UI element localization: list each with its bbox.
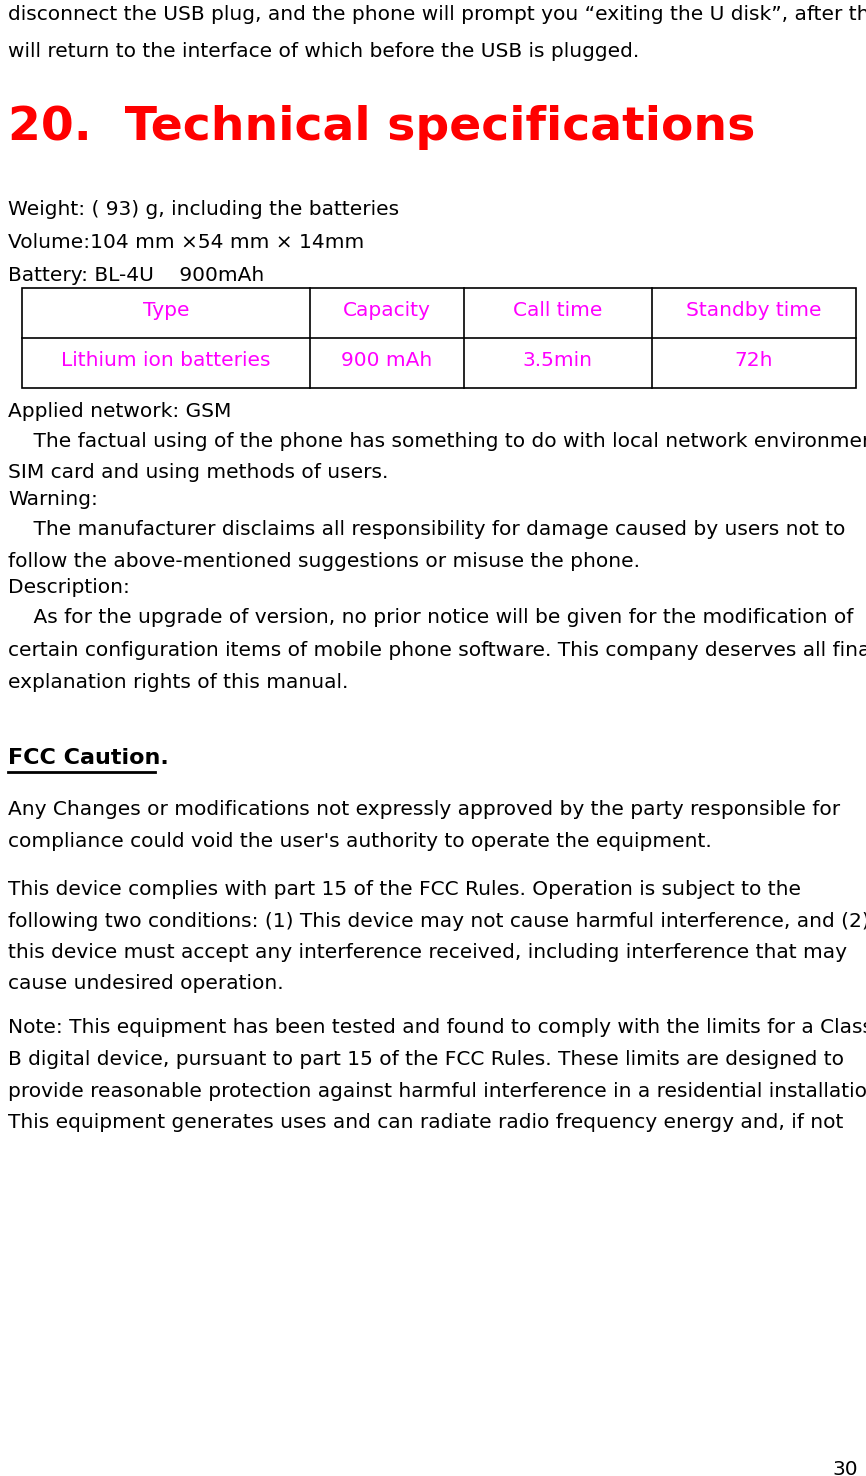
Text: The manufacturer disclaims all responsibility for damage caused by users not to: The manufacturer disclaims all responsib…: [8, 520, 845, 539]
Text: Warning:: Warning:: [8, 490, 98, 509]
Text: 900 mAh: 900 mAh: [341, 351, 432, 370]
Text: compliance could void the user's authority to operate the equipment.: compliance could void the user's authori…: [8, 832, 712, 852]
Text: Note: This equipment has been tested and found to comply with the limits for a C: Note: This equipment has been tested and…: [8, 1018, 866, 1038]
Text: Description:: Description:: [8, 579, 130, 596]
Bar: [22, 288, 856, 388]
Text: Volume:104 mm ×54 mm × 14mm: Volume:104 mm ×54 mm × 14mm: [8, 233, 365, 252]
Text: follow the above-mentioned suggestions or misuse the phone.: follow the above-mentioned suggestions o…: [8, 552, 640, 571]
Text: Applied network: GSM: Applied network: GSM: [8, 401, 231, 421]
Text: explanation rights of this manual.: explanation rights of this manual.: [8, 673, 348, 692]
Text: Weight: ( 93) g, including the batteries: Weight: ( 93) g, including the batteries: [8, 201, 399, 218]
Text: provide reasonable protection against harmful interference in a residential inst: provide reasonable protection against ha…: [8, 1082, 866, 1101]
Text: Call time: Call time: [514, 301, 603, 320]
Text: Type: Type: [143, 301, 189, 320]
Text: 20.  Technical specifications: 20. Technical specifications: [8, 105, 755, 151]
Text: disconnect the USB plug, and the phone will prompt you “exiting the U disk”, aft: disconnect the USB plug, and the phone w…: [8, 4, 866, 24]
Text: The factual using of the phone has something to do with local network environmen: The factual using of the phone has somet…: [8, 432, 866, 452]
Text: This device complies with part 15 of the FCC Rules. Operation is subject to the: This device complies with part 15 of the…: [8, 880, 801, 899]
Text: this device must accept any interference received, including interference that m: this device must accept any interference…: [8, 943, 847, 962]
Text: cause undesired operation.: cause undesired operation.: [8, 974, 284, 993]
Text: As for the upgrade of version, no prior notice will be given for the modificatio: As for the upgrade of version, no prior …: [8, 608, 853, 627]
Text: Standby time: Standby time: [686, 301, 822, 320]
Text: Any Changes or modifications not expressly approved by the party responsible for: Any Changes or modifications not express…: [8, 800, 840, 819]
Text: 3.5min: 3.5min: [523, 351, 593, 370]
Text: SIM card and using methods of users.: SIM card and using methods of users.: [8, 463, 388, 483]
Text: 72h: 72h: [734, 351, 773, 370]
Text: certain configuration items of mobile phone software. This company deserves all : certain configuration items of mobile ph…: [8, 641, 866, 660]
Text: Capacity: Capacity: [343, 301, 430, 320]
Text: This equipment generates uses and can radiate radio frequency energy and, if not: This equipment generates uses and can ra…: [8, 1113, 843, 1132]
Text: will return to the interface of which before the USB is plugged.: will return to the interface of which be…: [8, 41, 639, 61]
Text: following two conditions: (1) This device may not cause harmful interference, an: following two conditions: (1) This devic…: [8, 912, 866, 931]
Text: Battery: BL-4U    900mAh: Battery: BL-4U 900mAh: [8, 266, 264, 285]
Text: Lithium ion batteries: Lithium ion batteries: [61, 351, 270, 370]
Text: 30: 30: [832, 1460, 858, 1476]
Text: FCC Caution.: FCC Caution.: [8, 748, 169, 768]
Text: B digital device, pursuant to part 15 of the FCC Rules. These limits are designe: B digital device, pursuant to part 15 of…: [8, 1049, 844, 1069]
